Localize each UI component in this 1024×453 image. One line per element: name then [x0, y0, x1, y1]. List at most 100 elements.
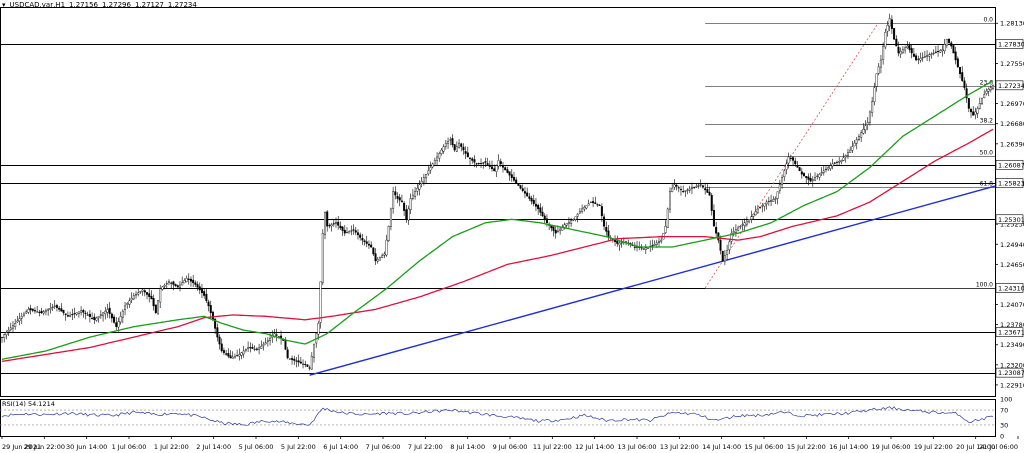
candle-bull	[313, 343, 316, 358]
candle-bull	[1, 336, 4, 338]
candle-bull	[655, 242, 658, 245]
candle-bull	[233, 355, 236, 359]
candle-bear	[62, 310, 65, 314]
candle-bear	[249, 347, 252, 349]
trendline-layer	[309, 185, 996, 376]
candle-bull	[411, 194, 414, 199]
candle-bull	[567, 221, 570, 224]
candle-bull	[583, 206, 586, 210]
price-tick-label: 1.23490	[1000, 341, 1024, 349]
candle-bear	[682, 191, 685, 193]
candle-bear	[530, 198, 533, 202]
candle-bull	[117, 321, 120, 328]
candle-bull	[868, 111, 871, 123]
candle-bear	[596, 204, 599, 206]
candle-bull	[455, 146, 458, 152]
fib-level-label: 100.0	[976, 282, 993, 289]
candle-bull	[137, 292, 140, 295]
candle-bear	[148, 293, 151, 297]
candle-bull	[104, 310, 107, 315]
candle-bull	[302, 363, 305, 365]
candle-bear	[284, 340, 287, 350]
candle-bear	[84, 312, 87, 314]
candle-bear	[251, 347, 254, 349]
candle-bull	[985, 90, 988, 94]
candle-bear	[334, 222, 337, 224]
candle-bull	[666, 208, 669, 228]
candle-bear	[198, 286, 201, 291]
candle-bear	[515, 179, 518, 184]
candle-bear	[451, 138, 454, 146]
candle-bear	[482, 162, 485, 164]
candle-bear	[469, 157, 472, 159]
candle-bull	[42, 311, 45, 314]
candle-bull	[159, 288, 162, 303]
candle-bull	[97, 316, 100, 319]
symbol-label: USDCAD.var,H1	[9, 1, 66, 9]
time-tick-label: 20 Jul 14:00	[956, 443, 995, 451]
time-tick-label: 11 Jul 22:00	[533, 443, 572, 451]
time-tick-label: 1 Jul 06:00	[112, 443, 147, 451]
candle-bull	[247, 347, 250, 349]
candle-bear	[361, 238, 364, 241]
candle-bull	[163, 284, 166, 287]
candle-bear	[603, 216, 606, 227]
candle-bear	[534, 203, 537, 207]
candle-bull	[414, 191, 417, 197]
candle-bear	[82, 310, 85, 313]
candle-bear	[88, 313, 91, 317]
candle-bear	[792, 157, 795, 161]
candle-bull	[761, 205, 764, 207]
candle-bull	[565, 223, 568, 226]
price-tick-label: 1.28130	[1000, 20, 1024, 28]
candle-bear	[895, 38, 898, 47]
candle-bull	[835, 161, 838, 163]
candle-bull	[121, 310, 124, 318]
candle-bear	[306, 364, 309, 367]
candle-bear	[115, 322, 118, 327]
candle-bear	[205, 294, 208, 301]
fib-level-label: 38.2	[980, 118, 994, 125]
candle-bull	[644, 247, 647, 250]
ma-slow-line	[1, 128, 994, 363]
candle-bear	[150, 296, 153, 300]
time-tick-label: 21 Jul 06:00	[979, 443, 1018, 451]
candle-bear	[172, 281, 175, 285]
candle-bull	[310, 355, 313, 370]
candle-bear	[466, 152, 469, 158]
candle-bear	[950, 42, 953, 47]
candle-bull	[407, 208, 410, 221]
candle-bull	[345, 232, 348, 234]
candle-bear	[552, 226, 555, 231]
candle-bull	[44, 310, 47, 313]
candle-bull	[25, 311, 28, 314]
symbol-dropdown-icon[interactable]: ▾	[2, 1, 6, 9]
candle-bull	[767, 200, 770, 202]
candle-bull	[185, 278, 188, 283]
candle-bull	[899, 51, 902, 55]
time-tick-label: 13 Jul 06:00	[618, 443, 657, 451]
candle-bull	[732, 231, 735, 233]
time-tick-label: 29 Jun 2021	[2, 443, 41, 451]
candle-bull	[862, 129, 865, 134]
level-price-label-box	[995, 327, 1024, 337]
time-tick-label: 19 Jul 22:00	[914, 443, 953, 451]
low-value: 1.27127	[134, 1, 164, 9]
candle-bear	[55, 305, 58, 308]
candle-bull	[765, 201, 768, 205]
candle-bull	[442, 146, 445, 152]
candle-bull	[750, 216, 753, 220]
rsi-pane-frame	[0, 399, 996, 437]
level-price-label-box	[995, 178, 1024, 188]
price-tick-label: 1.26390	[1000, 140, 1024, 148]
candle-bull	[242, 350, 245, 355]
moving-averages	[1, 80, 994, 363]
candle-bear	[704, 188, 707, 191]
candle-bull	[240, 352, 243, 356]
ma-fast-line	[1, 80, 994, 360]
candle-bull	[570, 220, 573, 224]
candle-bull	[431, 163, 434, 168]
candle-bull	[563, 224, 566, 228]
time-tick-label: 29 Jun 22:00	[24, 443, 65, 451]
